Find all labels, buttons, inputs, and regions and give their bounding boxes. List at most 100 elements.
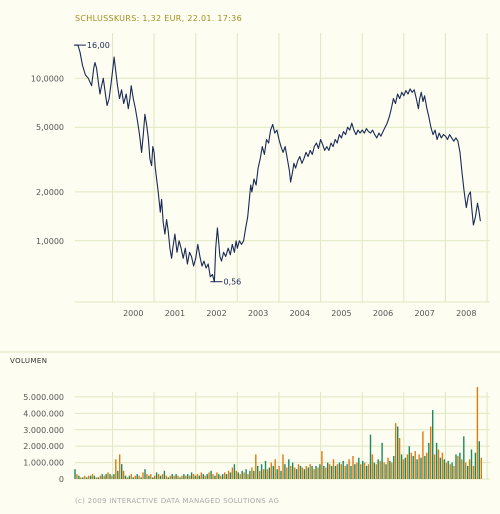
volume-bar bbox=[173, 475, 175, 479]
volume-bar bbox=[379, 460, 381, 479]
volume-bar bbox=[367, 464, 370, 479]
volume-bar bbox=[264, 460, 267, 479]
volume-bar bbox=[159, 475, 162, 479]
volume-bar bbox=[154, 475, 156, 479]
volume-y-tick-label: 1.000.000 bbox=[23, 459, 64, 468]
volume-bar bbox=[317, 467, 319, 479]
volume-bar bbox=[332, 459, 335, 479]
volume-bar bbox=[451, 462, 453, 479]
volume-bar bbox=[410, 452, 412, 479]
volume-bar bbox=[76, 474, 78, 479]
volume-bar bbox=[97, 477, 99, 479]
volume-bar bbox=[82, 477, 84, 479]
volume-bar bbox=[393, 456, 395, 479]
volume-bar bbox=[93, 475, 96, 479]
volume-bar bbox=[327, 462, 329, 479]
volume-bar bbox=[334, 465, 337, 479]
volume-bar bbox=[84, 475, 86, 479]
volume-bar bbox=[243, 472, 245, 479]
volume-bar bbox=[439, 457, 442, 479]
price-grid bbox=[75, 33, 490, 303]
volume-bar bbox=[163, 470, 166, 479]
volume-bar bbox=[214, 475, 216, 479]
volume-bar bbox=[449, 464, 451, 479]
volume-bar bbox=[478, 441, 480, 479]
volume-bar bbox=[183, 474, 185, 479]
volume-bar bbox=[202, 474, 204, 479]
volume-bar bbox=[290, 465, 292, 479]
volume-bar bbox=[435, 442, 438, 479]
volume-bar bbox=[461, 459, 463, 479]
volume-bar bbox=[167, 477, 169, 479]
volume-bar bbox=[453, 465, 455, 479]
volume-bar bbox=[152, 477, 154, 479]
price-x-axis: 2000 2001 2002 2003 2004 2005 2006 2007 2008 bbox=[123, 309, 476, 318]
volume-bar bbox=[237, 472, 239, 479]
volume-bar bbox=[292, 462, 294, 479]
volume-bar bbox=[95, 477, 98, 479]
volume-bar bbox=[402, 459, 405, 479]
volume-bar bbox=[472, 465, 475, 479]
volume-bar bbox=[342, 460, 344, 479]
volume-title: VOLUMEN bbox=[10, 357, 47, 365]
volume-bar bbox=[107, 472, 109, 479]
volume-bar bbox=[198, 475, 201, 479]
volume-bar bbox=[266, 469, 269, 479]
price-annotation-label: 16,00 bbox=[87, 41, 110, 50]
volume-bar bbox=[262, 469, 265, 479]
volume-bar bbox=[398, 438, 401, 479]
volume-bar bbox=[257, 465, 259, 479]
volume-bar bbox=[336, 464, 339, 479]
volume-bar bbox=[416, 459, 418, 479]
volume-bar bbox=[179, 477, 181, 479]
volume-bar bbox=[155, 472, 158, 479]
price-annotations: 16,00 0,56 bbox=[73, 41, 241, 287]
volume-bar bbox=[87, 475, 90, 479]
price-x-tick-label: 2006 bbox=[373, 309, 393, 318]
volume-bar bbox=[418, 454, 420, 479]
volume-bar bbox=[352, 456, 354, 479]
volume-bar bbox=[259, 470, 261, 479]
volume-bar bbox=[383, 462, 385, 479]
volume-bar bbox=[299, 465, 302, 479]
volume-bar bbox=[363, 462, 366, 479]
volume-bar bbox=[247, 474, 249, 479]
volume-bar bbox=[117, 470, 119, 479]
volume-bar bbox=[121, 464, 123, 479]
volume-bar bbox=[441, 452, 444, 479]
closing-price-label: SCHLUSSKURS: 1,32 EUR, 22.01. 17:36 bbox=[75, 14, 242, 23]
volume-bar bbox=[381, 442, 383, 479]
volume-bar bbox=[286, 467, 288, 479]
volume-bar bbox=[430, 426, 432, 479]
volume-bar bbox=[128, 475, 131, 479]
volume-bar bbox=[474, 452, 477, 479]
volume-bar bbox=[437, 449, 440, 479]
volume-bar bbox=[315, 465, 317, 479]
volume-bar bbox=[105, 474, 107, 479]
volume-bar bbox=[206, 474, 208, 479]
volume-bar bbox=[218, 474, 220, 479]
volume-bar bbox=[119, 454, 121, 479]
volume-bar bbox=[346, 464, 348, 479]
volume-bar bbox=[344, 465, 346, 479]
volume-bar bbox=[476, 387, 479, 479]
volume-bar bbox=[282, 454, 284, 479]
volume-bar bbox=[235, 470, 237, 479]
volume-bar bbox=[194, 475, 197, 479]
volume-y-tick-label: 4.000.000 bbox=[23, 409, 64, 418]
volume-bar bbox=[395, 423, 397, 479]
volume-bar bbox=[420, 457, 422, 479]
volume-bar bbox=[385, 464, 387, 479]
volume-y-tick-label: 0 bbox=[59, 475, 64, 484]
volume-bar bbox=[377, 459, 379, 479]
volume-bar bbox=[132, 477, 134, 479]
volume-y-tick-label: 3.000.000 bbox=[23, 426, 64, 435]
volume-bar bbox=[467, 465, 469, 479]
volume-bar bbox=[124, 475, 127, 479]
volume-bar bbox=[157, 474, 160, 479]
volume-bar bbox=[227, 470, 230, 479]
price-annotation-label: 0,56 bbox=[223, 278, 241, 287]
copyright-footer: (c) 2009 INTERACTIVE DATA MANAGED SOLUTI… bbox=[75, 497, 279, 505]
